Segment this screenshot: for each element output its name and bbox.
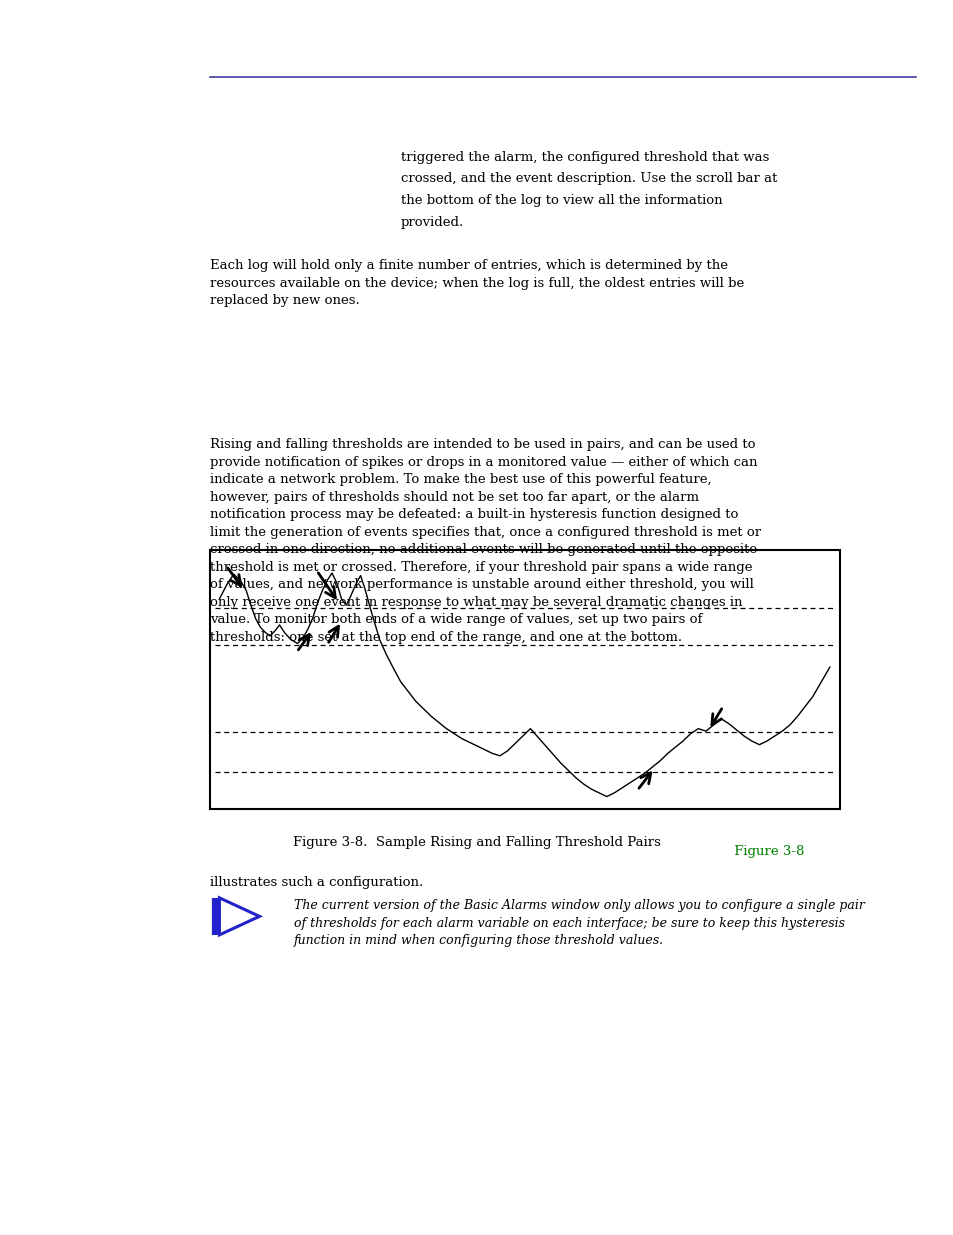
Text: Each log will hold only a finite number of entries, which is determined by the
r: Each log will hold only a finite number …: [210, 259, 743, 308]
Bar: [210, 550, 839, 809]
Text: Rising and falling thresholds are intended to be used in pairs, and can be used : Rising and falling thresholds are intend…: [210, 438, 760, 643]
Text: provided.: provided.: [400, 215, 463, 228]
Text: triggered the alarm, the configured threshold that was: triggered the alarm, the configured thre…: [400, 151, 768, 164]
Text: Figure 3-8: Figure 3-8: [729, 845, 803, 857]
Text: crossed, and the event description. Use the scroll bar at: crossed, and the event description. Use …: [400, 173, 777, 185]
Text: Figure 3-8.  Sample Rising and Falling Threshold Pairs: Figure 3-8. Sample Rising and Falling Th…: [293, 836, 660, 850]
Text: illustrates such a configuration.: illustrates such a configuration.: [210, 876, 423, 889]
Text: the bottom of the log to view all the information: the bottom of the log to view all the in…: [400, 194, 721, 207]
Text: The current version of the Basic Alarms window only allows you to configure a si: The current version of the Basic Alarms …: [294, 899, 863, 947]
